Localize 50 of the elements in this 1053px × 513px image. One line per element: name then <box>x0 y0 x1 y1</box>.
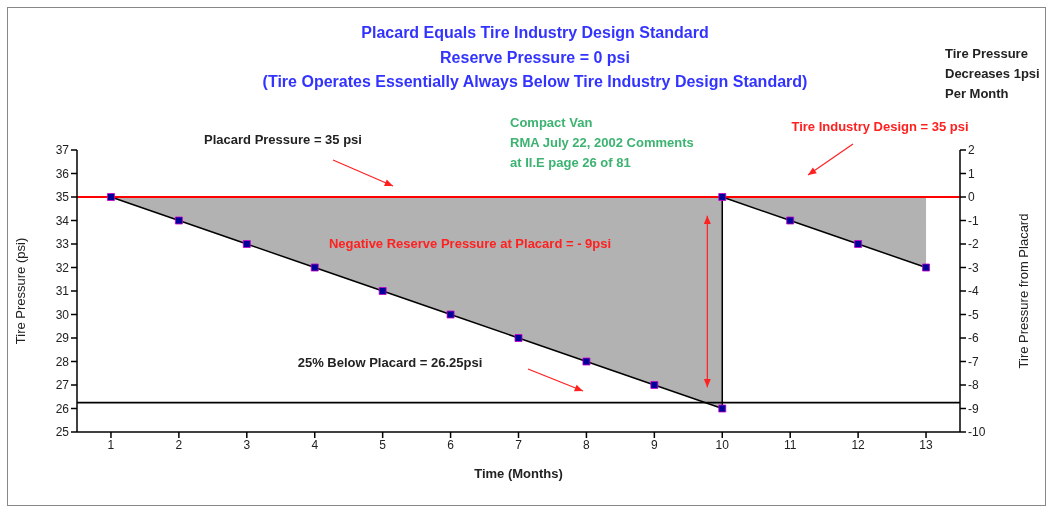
x-tick-label: 11 <box>783 437 797 452</box>
y-tick-label: 32 <box>55 260 70 275</box>
x-tick-label: 9 <box>651 437 658 452</box>
chart-title: Placard Equals Tire Industry Design Standard <box>361 24 709 41</box>
x-tick-label: 10 <box>715 437 730 452</box>
annotation: Compact Van RMA July 22, 2002 Comments at II.E page 26 of 81 <box>510 115 694 170</box>
y2-tick-label: 1 <box>968 166 975 181</box>
y2-tick-label: -8 <box>968 378 979 393</box>
y-tick-label: 29 <box>55 331 70 346</box>
x-tick-label: 12 <box>851 437 866 452</box>
y2-tick-label: -7 <box>968 354 979 369</box>
y-tick-label: 30 <box>55 307 70 322</box>
y-tick-label: 27 <box>55 378 70 393</box>
x-tick-label: 4 <box>311 437 319 452</box>
y-tick-label: 37 <box>55 143 70 158</box>
y2-tick-label: -6 <box>968 331 979 346</box>
y2-tick-label: -1 <box>968 213 979 228</box>
text: Tire Industry Design = 35 psi <box>791 119 969 134</box>
y2-tick-label: -2 <box>968 237 979 252</box>
y2-tick-label: -3 <box>968 260 979 275</box>
x-tick-label: 8 <box>583 437 591 452</box>
annotation: 25% Below Placard = 26.25psi <box>297 355 483 370</box>
y-tick-label: 33 <box>55 237 70 252</box>
text: Placard Pressure = 35 psi <box>204 132 362 147</box>
y2-axis-title: Tire Pressure from Placard <box>1015 213 1031 369</box>
x-tick-label: 7 <box>515 437 523 452</box>
y2-tick-label: -9 <box>968 401 979 416</box>
x-tick-label: 13 <box>919 437 934 452</box>
y2-tick-label: -5 <box>968 307 979 322</box>
chart-subtitle: Reserve Pressure = 0 psi (Tire Operates Essentially Always Below Tire Industry Design Standard) <box>262 49 808 90</box>
x-tick-label: 6 <box>447 437 455 452</box>
x-tick-label: 5 <box>379 437 387 452</box>
y-tick-label: 26 <box>55 401 70 416</box>
y-axis-title: Tire Pressure (psi) <box>12 237 28 345</box>
y-tick-label: 35 <box>55 190 70 205</box>
y-tick-label: 31 <box>55 284 70 299</box>
x-tick-label: 3 <box>243 437 251 452</box>
y2-tick-label: 2 <box>968 143 975 158</box>
y-tick-label: 25 <box>55 425 70 440</box>
y2-tick-label: 0 <box>968 190 975 205</box>
x-tick-label: 1 <box>107 437 115 452</box>
y-tick-label: 36 <box>55 166 70 181</box>
x-axis-title: Time (Months) <box>474 466 563 481</box>
y-tick-label: 28 <box>55 354 70 369</box>
annotation: Negative Reserve Pressure at Placard = - 9psi <box>328 236 612 251</box>
y2-tick-label: -4 <box>968 284 979 299</box>
y2-tick-label: -10 <box>968 425 986 440</box>
text: Tire Pressure Decreases 1psi Per Month <box>945 46 1040 101</box>
y-tick-label: 34 <box>55 213 70 228</box>
x-tick-label: 2 <box>175 437 183 452</box>
